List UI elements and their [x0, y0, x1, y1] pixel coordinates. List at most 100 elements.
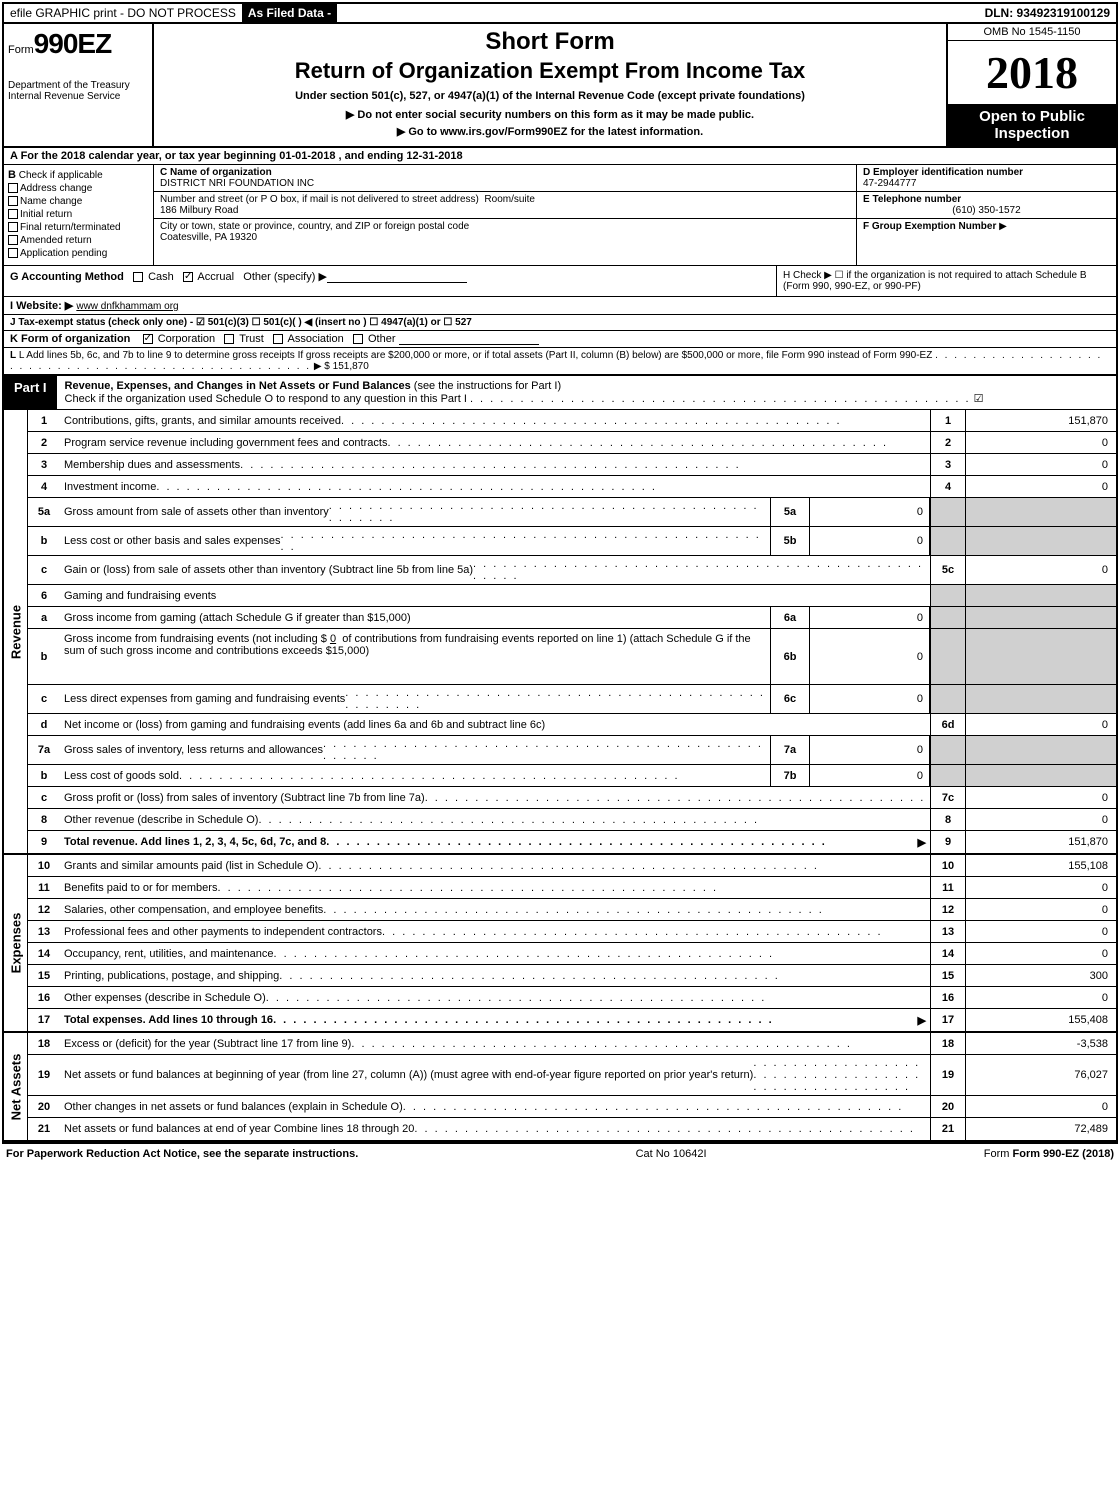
checkbox-icon[interactable]: [8, 196, 18, 206]
dots: [341, 415, 926, 427]
line-desc: Contributions, gifts, grants, and simila…: [60, 410, 930, 431]
l-arrow: ▶ $: [314, 361, 330, 372]
line-desc: Membership dues and assessments: [60, 454, 930, 475]
check-final-return: Final return/terminated: [8, 222, 149, 233]
amt-box-shade: [930, 685, 966, 713]
check-name-change: Name change: [8, 196, 149, 207]
b-check-if: Check if applicable: [19, 170, 103, 181]
row-a-begin: 01-01-2018: [279, 150, 335, 162]
dots: [473, 558, 926, 582]
desc-text: Gross amount from sale of assets other t…: [64, 506, 329, 518]
dots: [329, 500, 766, 524]
desc-text: Contributions, gifts, grants, and simila…: [64, 415, 341, 427]
amt-val: 0: [966, 556, 1116, 584]
line-num: c: [28, 685, 60, 713]
amt-box: 7c: [930, 787, 966, 808]
row-a: A For the 2018 calendar year, or tax yea…: [4, 148, 1116, 165]
as-filed-label: As Filed Data -: [242, 4, 337, 22]
line-num: b: [28, 629, 60, 684]
checkbox-icon[interactable]: [224, 334, 234, 344]
checkbox-icon[interactable]: [8, 209, 18, 219]
sub-val: 0: [810, 736, 930, 764]
amt-box: 3: [930, 454, 966, 475]
sub-box: 5a: [770, 498, 810, 526]
checkbox-icon[interactable]: [133, 272, 143, 282]
header-row: Form990EZ Department of the Treasury Int…: [4, 24, 1116, 148]
dots: [425, 792, 926, 804]
desc-text: Gross profit or (loss) from sales of inv…: [64, 792, 425, 804]
omb-label: OMB No 1545-1150: [948, 24, 1116, 41]
check-label: Name change: [20, 196, 82, 207]
desc-text: Membership dues and assessments: [64, 459, 240, 471]
amt-val-shade: [966, 765, 1116, 786]
line-5a: 5a Gross amount from sale of assets othe…: [28, 498, 1116, 527]
dots: [470, 393, 971, 405]
line-desc: Gain or (loss) from sale of assets other…: [60, 556, 930, 584]
line-num: 9: [28, 831, 60, 853]
desc-text: Other expenses (describe in Schedule O): [64, 992, 266, 1004]
line-num: 15: [28, 965, 60, 986]
checkbox-icon[interactable]: [143, 334, 153, 344]
paperwork-notice: For Paperwork Reduction Act Notice, see …: [6, 1148, 358, 1160]
l-value: 151,870: [333, 361, 369, 372]
desc-text: Benefits paid to or for members: [64, 882, 217, 894]
form-page: efile GRAPHIC print - DO NOT PROCESS As …: [2, 2, 1118, 1144]
row-a-end: 12-31-2018: [406, 150, 462, 162]
desc-text: Net income or (loss) from gaming and fun…: [64, 719, 545, 731]
line-num: 14: [28, 943, 60, 964]
line-5c: c Gain or (loss) from sale of assets oth…: [28, 556, 1116, 585]
line-desc: Occupancy, rent, utilities, and maintena…: [60, 943, 930, 964]
line-desc: Other revenue (describe in Schedule O): [60, 809, 930, 830]
line-num: 8: [28, 809, 60, 830]
amt-val: 0: [966, 943, 1116, 964]
section-d: D Employer identification number 47-2944…: [857, 165, 1116, 192]
checkbox-icon[interactable]: [8, 235, 18, 245]
checkbox-icon[interactable]: [183, 272, 193, 282]
amt-box: 14: [930, 943, 966, 964]
revenue-vert-label: Revenue: [4, 410, 28, 853]
net-assets-section: Net Assets 18 Excess or (deficit) for th…: [4, 1033, 1116, 1142]
line-desc: Net assets or fund balances at end of ye…: [60, 1118, 930, 1140]
dots: [753, 1057, 926, 1093]
sub-val: 0: [810, 765, 930, 786]
line-num: 7a: [28, 736, 60, 764]
g-label: G Accounting Method: [10, 271, 124, 283]
line-desc: Investment income: [60, 476, 930, 497]
check-label: Amended return: [20, 235, 92, 246]
line-num: 17: [28, 1009, 60, 1031]
d-label: D Employer identification number: [863, 167, 1110, 178]
dots: [266, 992, 926, 1004]
amt-box-shade: [930, 765, 966, 786]
part1-subtitle: (see the instructions for Part I): [414, 380, 561, 392]
k-assoc: Association: [287, 333, 343, 345]
top-bar: efile GRAPHIC print - DO NOT PROCESS As …: [4, 4, 1116, 24]
line-desc: Gaming and fundraising events: [60, 585, 930, 606]
dots: [414, 1123, 926, 1135]
checkbox-icon[interactable]: [353, 334, 363, 344]
line-num: 11: [28, 877, 60, 898]
dots: [326, 836, 917, 848]
line-num: a: [28, 607, 60, 628]
amt-box: 5c: [930, 556, 966, 584]
dots: [217, 882, 926, 894]
amt-box: 11: [930, 877, 966, 898]
check-application-pending: Application pending: [8, 248, 149, 259]
checkbox-icon[interactable]: [8, 248, 18, 258]
amt-val: 151,870: [966, 410, 1116, 431]
no-ssn-line: ▶ Do not enter social security numbers o…: [162, 108, 938, 121]
expenses-vert-label: Expenses: [4, 855, 28, 1031]
section-c: C Name of organization DISTRICT NRI FOUN…: [154, 165, 856, 265]
amt-box: 6d: [930, 714, 966, 735]
checkbox-icon[interactable]: [8, 222, 18, 232]
underline-val: 0: [330, 633, 336, 645]
dots: [156, 481, 926, 493]
checkbox-icon[interactable]: [273, 334, 283, 344]
checkbox-icon[interactable]: [8, 183, 18, 193]
revenue-label-text: Revenue: [8, 604, 23, 658]
line-num: 19: [28, 1055, 60, 1095]
short-form-title: Short Form: [162, 28, 938, 56]
line-9: 9 Total revenue. Add lines 1, 2, 3, 4, 5…: [28, 831, 1116, 853]
desc-text: Net assets or fund balances at beginning…: [64, 1069, 753, 1081]
amt-box: 12: [930, 899, 966, 920]
sub-val: 0: [810, 527, 930, 555]
